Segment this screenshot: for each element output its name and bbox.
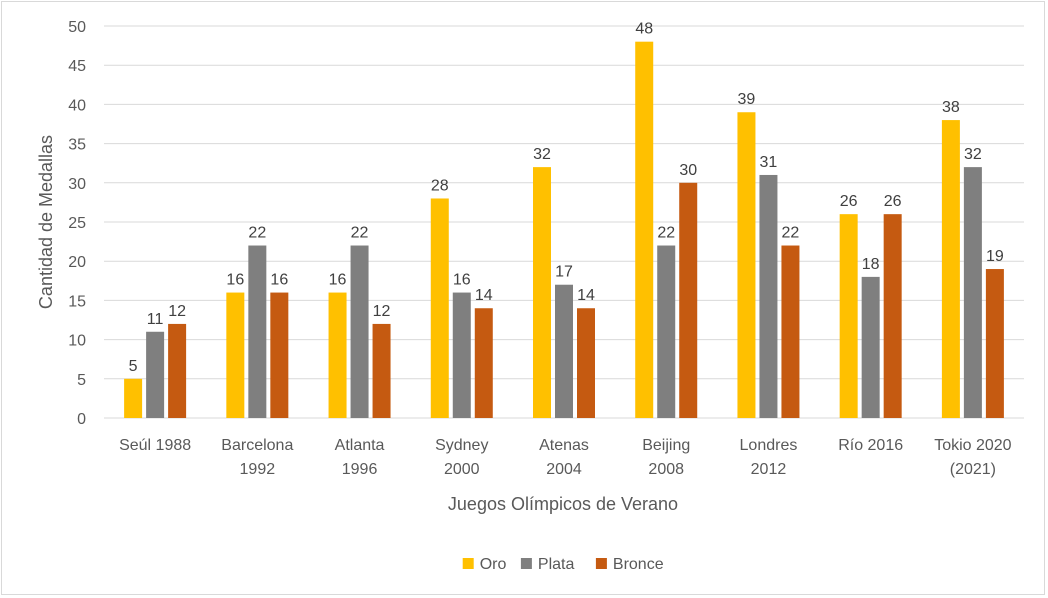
bar-oro xyxy=(635,41,654,419)
x-tick-label: 2004 xyxy=(546,461,582,478)
x-axis-title: Juegos Olímpicos de Verano xyxy=(448,494,678,514)
x-tick-label: Río 2016 xyxy=(838,437,903,454)
bar-bronce xyxy=(781,245,800,418)
y-tick-label: 35 xyxy=(68,137,86,154)
y-tick-label: 50 xyxy=(68,19,86,36)
bar-plata xyxy=(248,245,267,418)
bar-bronce xyxy=(679,182,698,418)
bar-oro xyxy=(533,167,551,418)
bar-oro xyxy=(328,292,347,418)
data-label: 12 xyxy=(373,303,391,320)
bar-bronce xyxy=(883,214,902,418)
data-label: 30 xyxy=(679,162,697,179)
data-label: 11 xyxy=(147,311,164,328)
y-tick-label: 45 xyxy=(68,58,86,75)
bar-plata xyxy=(861,276,880,418)
y-tick-label: 20 xyxy=(68,254,86,271)
data-label: 32 xyxy=(533,146,551,163)
data-label: 31 xyxy=(760,154,778,171)
bars xyxy=(124,41,1004,419)
bar-plata xyxy=(146,331,165,418)
bar-plata xyxy=(350,245,369,418)
data-label: 22 xyxy=(351,225,369,242)
x-tick-label: 2012 xyxy=(751,461,787,478)
y-tick-label: 40 xyxy=(68,97,86,114)
x-tick-label: Tokio 2020 xyxy=(934,437,1011,454)
bar-plata xyxy=(963,167,982,418)
bar-bronce xyxy=(577,308,595,418)
data-label: 38 xyxy=(942,99,960,116)
bar-plata xyxy=(452,292,471,418)
x-tick-label: Sydney xyxy=(435,437,488,454)
data-label: 14 xyxy=(475,287,493,304)
legend: Oro Plata Bronce xyxy=(462,556,664,573)
x-axis: Seúl 1988 Barcelona 1992 Atlanta 1996 Sydney 2… xyxy=(119,437,1012,478)
bar-bronce xyxy=(168,323,187,418)
data-label: 12 xyxy=(168,303,186,320)
x-tick-label: Beijing xyxy=(642,437,690,454)
bar-bronce xyxy=(985,269,1004,418)
data-label: 48 xyxy=(635,21,653,38)
legend-swatch-oro xyxy=(462,558,474,569)
data-label: 16 xyxy=(226,272,244,289)
data-label: 14 xyxy=(577,287,595,304)
data-label: 18 xyxy=(862,256,880,273)
data-label: 26 xyxy=(840,193,858,210)
x-tick-label: Seúl 1988 xyxy=(119,437,191,454)
legend-label: Oro xyxy=(480,556,507,573)
legend-label: Bronce xyxy=(613,556,664,573)
data-label: 39 xyxy=(738,91,756,108)
data-label: 28 xyxy=(431,177,449,194)
data-label: 22 xyxy=(248,225,266,242)
data-label: 32 xyxy=(964,146,982,163)
x-tick-label: 2008 xyxy=(648,461,684,478)
bar-oro xyxy=(941,120,960,418)
x-tick-label: Barcelona xyxy=(221,437,293,454)
bar-oro xyxy=(737,112,756,419)
x-tick-label: Londres xyxy=(740,437,798,454)
y-axis-title: Cantidad de Medallas xyxy=(36,135,56,309)
x-tick-label: Atlanta xyxy=(335,437,385,454)
y-tick-label: 10 xyxy=(68,333,86,350)
bar-oro xyxy=(226,292,245,418)
legend-swatch-plata xyxy=(520,558,532,569)
x-tick-label: 1996 xyxy=(342,461,378,478)
y-tick-label: 15 xyxy=(68,293,86,310)
bar-bronce xyxy=(270,292,289,418)
data-label: 16 xyxy=(270,272,288,289)
x-tick-label: (2021) xyxy=(950,461,996,478)
bar-oro xyxy=(124,378,143,418)
x-tick-label: Atenas xyxy=(539,437,589,454)
bar-plata xyxy=(555,284,573,418)
y-tick-label: 5 xyxy=(77,372,86,389)
x-tick-label: 1992 xyxy=(240,461,276,478)
y-tick-label: 0 xyxy=(77,411,86,428)
data-label: 5 xyxy=(129,358,138,375)
bar-bronce xyxy=(372,323,391,418)
legend-swatch-bronce xyxy=(595,558,607,569)
legend-label: Plata xyxy=(538,556,575,573)
bar-plata xyxy=(759,174,778,418)
y-tick-label: 30 xyxy=(68,176,86,193)
data-label: 17 xyxy=(555,264,573,281)
bar-plata xyxy=(657,245,676,418)
data-label: 22 xyxy=(657,225,675,242)
y-tick-label: 25 xyxy=(68,215,86,232)
data-label: 26 xyxy=(884,193,902,210)
bar-oro xyxy=(839,214,858,418)
data-label: 19 xyxy=(986,248,1004,265)
data-label: 22 xyxy=(782,225,800,242)
data-label: 16 xyxy=(329,272,347,289)
bar-bronce xyxy=(474,308,493,418)
data-label: 16 xyxy=(453,272,471,289)
x-tick-label: 2000 xyxy=(444,461,480,478)
bar-oro xyxy=(430,198,449,418)
